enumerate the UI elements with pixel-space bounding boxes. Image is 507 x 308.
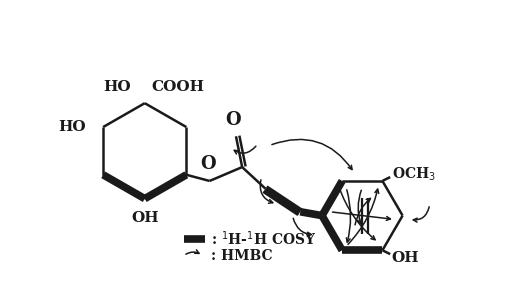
Text: HO: HO [103, 80, 131, 94]
Text: OH: OH [392, 251, 419, 265]
Text: O: O [200, 155, 216, 173]
Text: : HMBC: : HMBC [210, 249, 272, 263]
Text: : $^{1}$H-$^{1}$H COSY: : $^{1}$H-$^{1}$H COSY [210, 229, 316, 248]
Text: HO: HO [58, 120, 86, 134]
Text: O: O [225, 111, 241, 128]
Text: COOH: COOH [151, 80, 204, 94]
Text: OH: OH [131, 211, 159, 225]
Text: OCH$_3$: OCH$_3$ [392, 166, 436, 184]
